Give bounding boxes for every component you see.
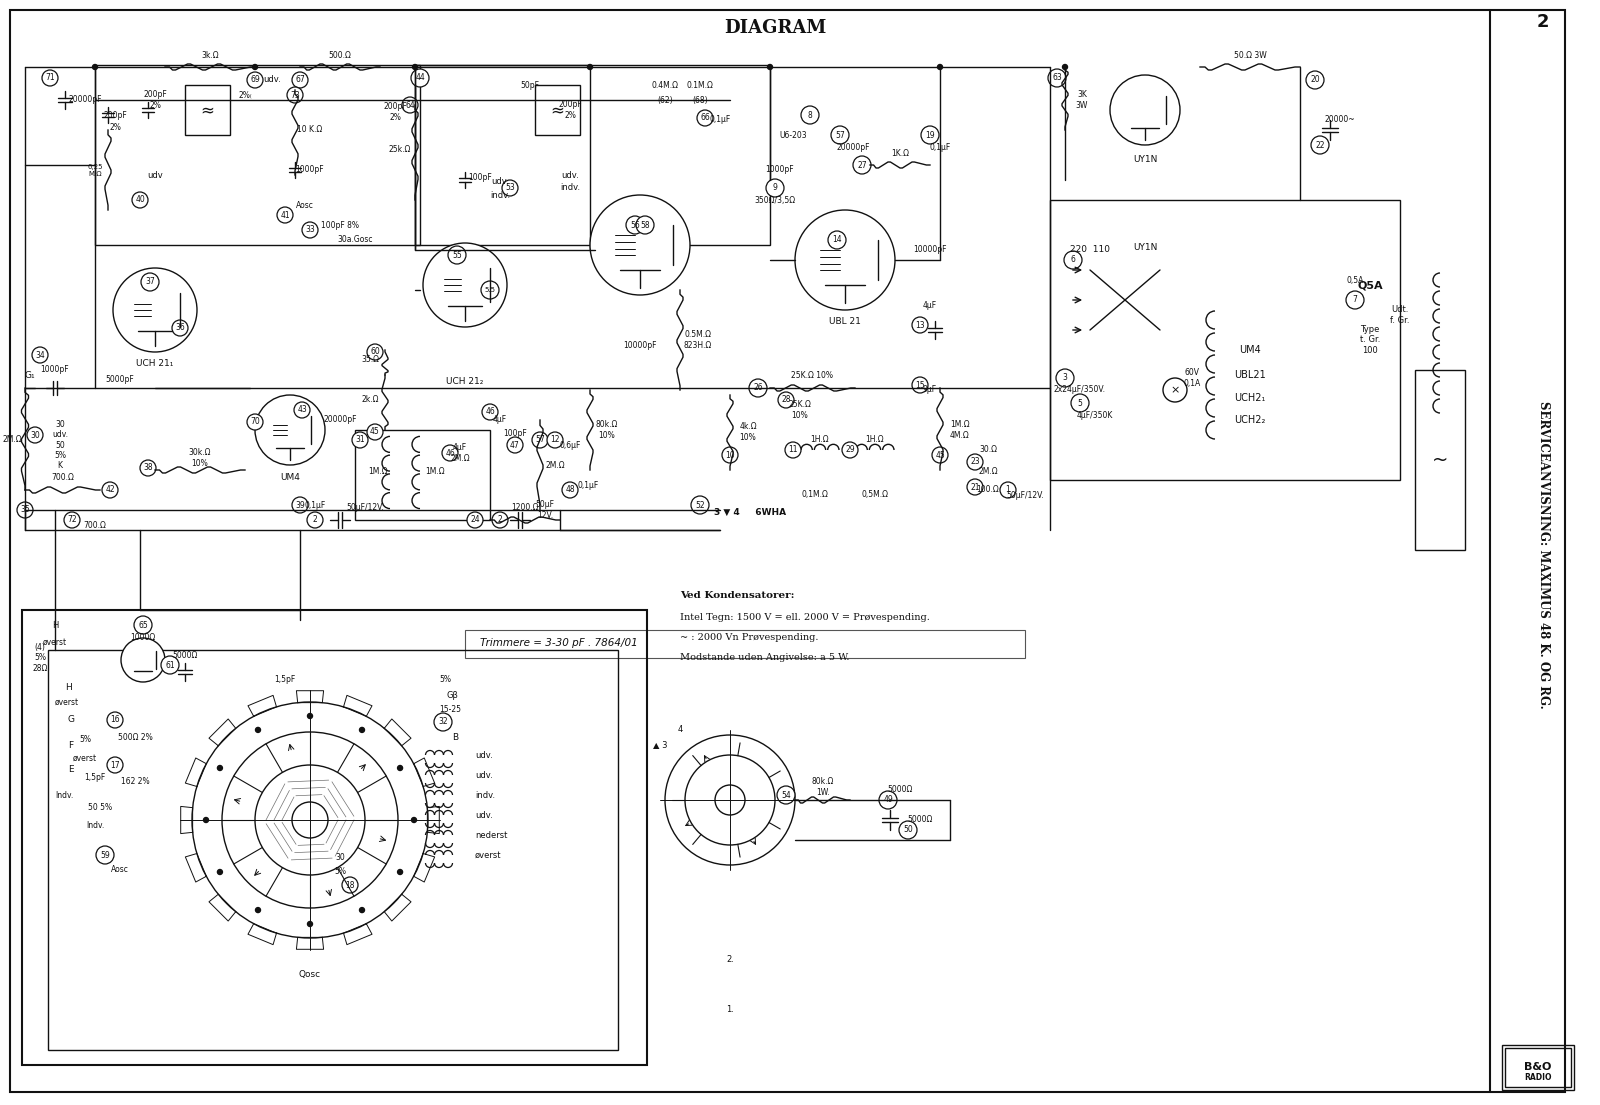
Text: 220  110: 220 110 <box>1070 245 1110 254</box>
Text: 13: 13 <box>915 320 925 329</box>
Text: 200pF: 200pF <box>102 110 126 119</box>
Circle shape <box>502 180 518 196</box>
Text: SERVICEANVISNING: MAXIMUS 48 K. OG RG.: SERVICEANVISNING: MAXIMUS 48 K. OG RG. <box>1536 401 1549 709</box>
Circle shape <box>899 821 917 839</box>
Text: 60V
0,1A: 60V 0,1A <box>1184 368 1200 388</box>
Text: 2k.Ω: 2k.Ω <box>362 396 379 404</box>
Text: 2: 2 <box>312 516 317 525</box>
Text: 20000pF: 20000pF <box>323 415 357 424</box>
Text: UBL 21: UBL 21 <box>829 317 861 326</box>
Text: 46: 46 <box>485 408 494 417</box>
Text: 54: 54 <box>781 790 790 800</box>
Circle shape <box>1064 251 1082 269</box>
Text: 4μF
2M.Ω: 4μF 2M.Ω <box>450 443 470 463</box>
Text: 80k.Ω
10%: 80k.Ω 10% <box>595 420 618 440</box>
Text: nederst: nederst <box>475 831 507 840</box>
Text: 0,1μF: 0,1μF <box>709 116 731 125</box>
Circle shape <box>122 638 165 682</box>
Circle shape <box>397 766 403 770</box>
Text: 1H.Ω: 1H.Ω <box>866 435 885 444</box>
Text: 15-25: 15-25 <box>438 705 461 715</box>
Text: 71: 71 <box>45 74 54 83</box>
Text: 12: 12 <box>550 435 560 444</box>
Circle shape <box>795 210 894 311</box>
Circle shape <box>912 317 928 333</box>
Text: 30: 30 <box>30 431 40 440</box>
Circle shape <box>768 64 773 70</box>
Text: 50μF/12V.: 50μF/12V. <box>346 504 384 513</box>
Circle shape <box>493 512 509 528</box>
Text: 22: 22 <box>1315 140 1325 149</box>
Circle shape <box>307 714 312 718</box>
Text: 1200.Ω: 1200.Ω <box>512 504 539 513</box>
Circle shape <box>192 702 429 938</box>
Circle shape <box>102 482 118 498</box>
Circle shape <box>18 502 34 518</box>
Text: 80k.Ω
1W.: 80k.Ω 1W. <box>811 777 834 797</box>
Bar <box>414 65 770 245</box>
Circle shape <box>397 870 403 874</box>
Text: 5%: 5% <box>334 867 346 876</box>
Text: 16: 16 <box>110 716 120 725</box>
Text: 18: 18 <box>346 881 355 890</box>
Text: G: G <box>67 716 75 725</box>
Text: ▲ 3: ▲ 3 <box>653 740 667 749</box>
Text: 10000pF: 10000pF <box>914 245 947 254</box>
Text: 350Ω/3,5Ω: 350Ω/3,5Ω <box>755 196 795 204</box>
Text: H: H <box>66 684 72 693</box>
Text: 1.: 1. <box>726 1006 734 1014</box>
Text: 200pF
2%: 200pF 2% <box>142 91 166 109</box>
Circle shape <box>366 344 382 360</box>
Text: 0,6μF: 0,6μF <box>560 441 581 450</box>
Text: 0.1M.Ω: 0.1M.Ω <box>686 81 714 90</box>
Circle shape <box>698 110 714 126</box>
Circle shape <box>222 732 398 908</box>
Text: 50 5%: 50 5% <box>88 803 112 812</box>
Circle shape <box>27 427 43 443</box>
Circle shape <box>966 478 982 495</box>
Circle shape <box>360 727 365 733</box>
Circle shape <box>749 379 766 397</box>
Text: 0.4M.Ω: 0.4M.Ω <box>651 81 678 90</box>
Text: 30
udv.
50
5%
K: 30 udv. 50 5% K <box>51 420 67 471</box>
Text: 50μF
12V.: 50μF 12V. <box>536 501 555 519</box>
Text: 45: 45 <box>934 451 946 460</box>
Text: 58: 58 <box>640 221 650 230</box>
Text: 57: 57 <box>835 130 845 139</box>
Text: 64: 64 <box>405 101 414 109</box>
Bar <box>22 610 646 1065</box>
Text: 21: 21 <box>970 483 979 492</box>
Circle shape <box>294 402 310 418</box>
Text: ≈: ≈ <box>550 101 563 119</box>
Text: 20000pF: 20000pF <box>837 144 870 152</box>
Text: UM4: UM4 <box>280 474 299 483</box>
Text: 5%: 5% <box>438 675 451 684</box>
Circle shape <box>253 64 258 70</box>
Text: (4)
5%
28Ω: (4) 5% 28Ω <box>32 643 48 673</box>
Text: 4μF/350K: 4μF/350K <box>1077 410 1114 420</box>
Circle shape <box>96 846 114 864</box>
Text: 20: 20 <box>1310 75 1320 84</box>
Circle shape <box>722 448 738 463</box>
Circle shape <box>134 615 152 634</box>
Text: U6-203: U6-203 <box>779 130 806 139</box>
Text: 5000Ω: 5000Ω <box>173 651 198 660</box>
Text: 43: 43 <box>298 406 307 414</box>
Text: 1M.Ω: 1M.Ω <box>426 467 445 476</box>
Circle shape <box>307 922 312 926</box>
Text: UCH2₂: UCH2₂ <box>1234 415 1266 425</box>
Circle shape <box>114 269 197 352</box>
Text: 5.5: 5.5 <box>485 287 496 293</box>
Circle shape <box>411 69 429 87</box>
Text: Aosc: Aosc <box>296 200 314 210</box>
Text: 15: 15 <box>915 380 925 389</box>
Text: 5000Ω: 5000Ω <box>888 786 912 794</box>
Text: ×: × <box>1170 385 1179 394</box>
Text: ~ : 2000 Vn Prøvespending.: ~ : 2000 Vn Prøvespending. <box>680 632 819 642</box>
Text: 1000pF: 1000pF <box>40 366 69 375</box>
Circle shape <box>448 246 466 264</box>
Text: 50pF: 50pF <box>520 81 539 90</box>
Text: 45: 45 <box>370 428 379 436</box>
Text: 500.Ω: 500.Ω <box>328 51 352 60</box>
Text: 35.Ω: 35.Ω <box>362 356 379 365</box>
